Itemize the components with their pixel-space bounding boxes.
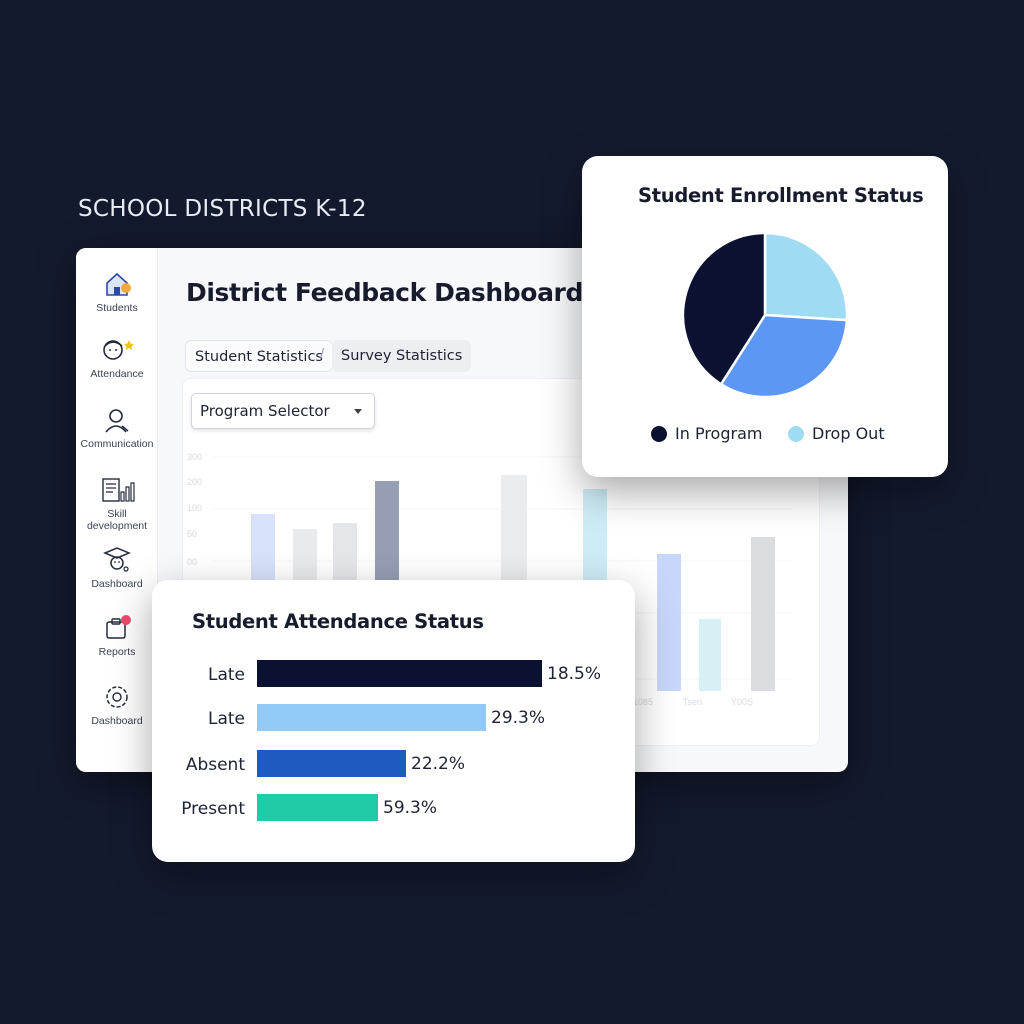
page-title: District Feedback Dashboard bbox=[186, 278, 583, 307]
chevron-down-icon bbox=[354, 409, 362, 414]
program-selector-value: Program Selector bbox=[200, 402, 330, 420]
x-tick: Y00S bbox=[731, 697, 753, 707]
bar-2 bbox=[257, 750, 406, 777]
enrollment-card-title: Student Enrollment Status bbox=[638, 184, 924, 207]
tab-separator: / bbox=[320, 346, 325, 363]
sidebar-item-dashboard[interactable]: Dashboard bbox=[76, 544, 158, 590]
brand-title: SCHOOL DISTRICTS K-12 bbox=[78, 196, 367, 222]
gear-badge-icon bbox=[106, 686, 128, 708]
program-selector-dropdown[interactable]: Program Selector bbox=[191, 393, 375, 429]
sidebar-item-label: Dashboard bbox=[91, 715, 143, 727]
legend-item-in-program: In Program bbox=[651, 424, 763, 443]
legend-label: In Program bbox=[675, 424, 763, 443]
enrollment-pie-chart bbox=[681, 231, 849, 399]
sidebar-item-skill-development[interactable]: Skill development bbox=[76, 476, 158, 532]
y-tick: 50 bbox=[187, 529, 197, 539]
pie-slice-2 bbox=[681, 231, 767, 386]
background-bar bbox=[657, 554, 681, 691]
bar-1 bbox=[257, 704, 486, 731]
graduation-cap-icon bbox=[103, 547, 131, 572]
y-tick: 100 bbox=[187, 503, 202, 513]
legend-swatch bbox=[651, 426, 667, 442]
sidebar-item-communication[interactable]: Communication bbox=[76, 406, 158, 450]
background-bar bbox=[699, 619, 721, 691]
sidebar-item-label: Attendance bbox=[90, 368, 144, 380]
sidebar-item-label: Skill development bbox=[86, 508, 148, 532]
school-building-icon bbox=[106, 272, 131, 296]
pie-slice-0 bbox=[763, 231, 849, 322]
attendance-status-card: Student Attendance Status Late 18.5% Late 2… bbox=[152, 580, 635, 862]
clipboard-icon bbox=[106, 615, 131, 639]
bar-category-label: Late bbox=[207, 665, 245, 685]
attendance-card-title: Student Attendance Status bbox=[192, 610, 484, 633]
bar-category-label: Present bbox=[181, 799, 245, 819]
person-chat-icon bbox=[105, 409, 129, 433]
sidebar-item-reports[interactable]: Reports bbox=[76, 614, 158, 658]
x-tick: 1085 bbox=[633, 697, 653, 707]
bar-3 bbox=[257, 794, 378, 821]
tab-student-statistics[interactable]: Student Statistics bbox=[185, 340, 333, 372]
sidebar-item-students[interactable]: Students bbox=[76, 270, 158, 314]
sidebar-item-attendance[interactable]: Attendance bbox=[76, 336, 158, 380]
bar-category-label: Absent bbox=[185, 755, 245, 775]
legend-item-drop-out: Drop Out bbox=[788, 424, 885, 443]
bar-value-label: 29.3% bbox=[491, 708, 546, 728]
sidebar-item-label: Dashboard bbox=[91, 578, 143, 590]
y-tick: 200 bbox=[187, 477, 202, 487]
bar-0 bbox=[257, 660, 542, 687]
document-chart-icon bbox=[102, 478, 135, 502]
x-tick: Tsen bbox=[683, 697, 702, 707]
background-bar bbox=[751, 537, 775, 691]
sidebar-item-label: Communication bbox=[80, 438, 154, 450]
bar-value-label: 18.5% bbox=[547, 664, 602, 684]
student-face-icon bbox=[103, 340, 134, 360]
legend-label: Drop Out bbox=[812, 424, 885, 443]
bar-value-label: 22.2% bbox=[411, 754, 466, 774]
tab-survey-statistics[interactable]: Survey Statistics bbox=[332, 340, 472, 372]
bar-value-label: 59.3% bbox=[383, 798, 438, 818]
enrollment-status-card: Student Enrollment Status In Program Dro… bbox=[582, 156, 948, 477]
y-tick: 00 bbox=[187, 557, 197, 567]
sidebar: Students Attendance Communication bbox=[76, 248, 158, 772]
sidebar-item-label: Students bbox=[96, 302, 138, 314]
y-tick: 300 bbox=[187, 452, 202, 462]
sidebar-item-label: Reports bbox=[98, 646, 136, 658]
sidebar-item-dashboard-2[interactable]: Dashboard bbox=[76, 683, 158, 727]
legend-swatch bbox=[788, 426, 804, 442]
bar-category-label: Late bbox=[207, 709, 245, 729]
